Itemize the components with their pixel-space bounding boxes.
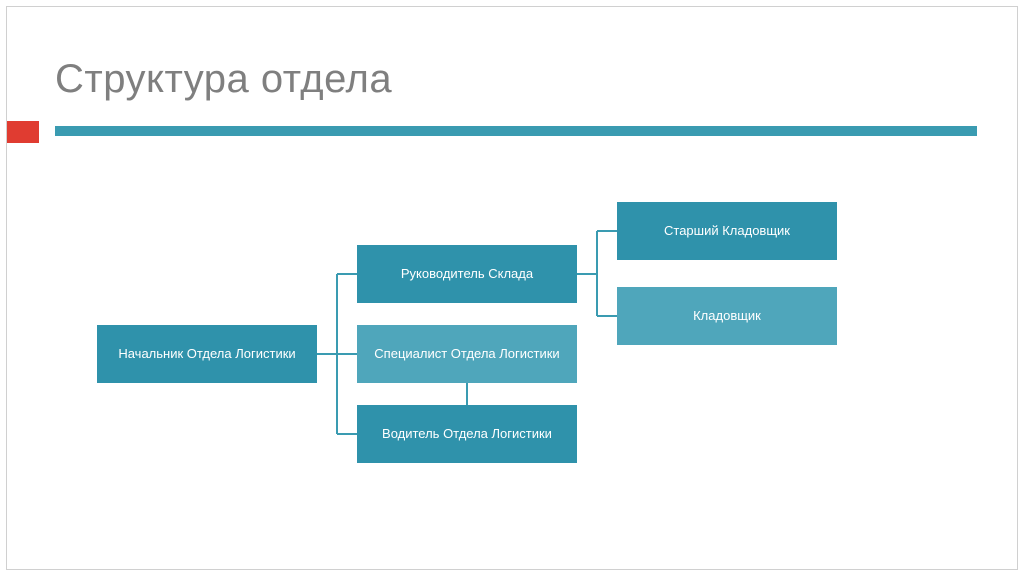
org-node-driver: Водитель Отдела Логистики (357, 405, 577, 463)
org-chart: Начальник Отдела Логистики Руководитель С… (7, 7, 1017, 569)
connector-h (337, 433, 357, 435)
org-node-sk: Кладовщик (617, 287, 837, 345)
connector-h (577, 273, 597, 275)
connector-h (317, 353, 337, 355)
slide-frame: Структура отдела Начальник Отдела Логист… (6, 6, 1018, 570)
org-node-specialist: Специалист Отдела Логистики (357, 325, 577, 383)
connector-h (337, 353, 357, 355)
connector-h (597, 315, 617, 317)
connector-v (466, 383, 468, 405)
connector-v (596, 231, 598, 316)
connector-h (337, 273, 357, 275)
org-node-head: Начальник Отдела Логистики (97, 325, 317, 383)
org-node-senior_sk: Старший Кладовщик (617, 202, 837, 260)
org-node-warehouse: Руководитель Склада (357, 245, 577, 303)
connector-h (597, 230, 617, 232)
